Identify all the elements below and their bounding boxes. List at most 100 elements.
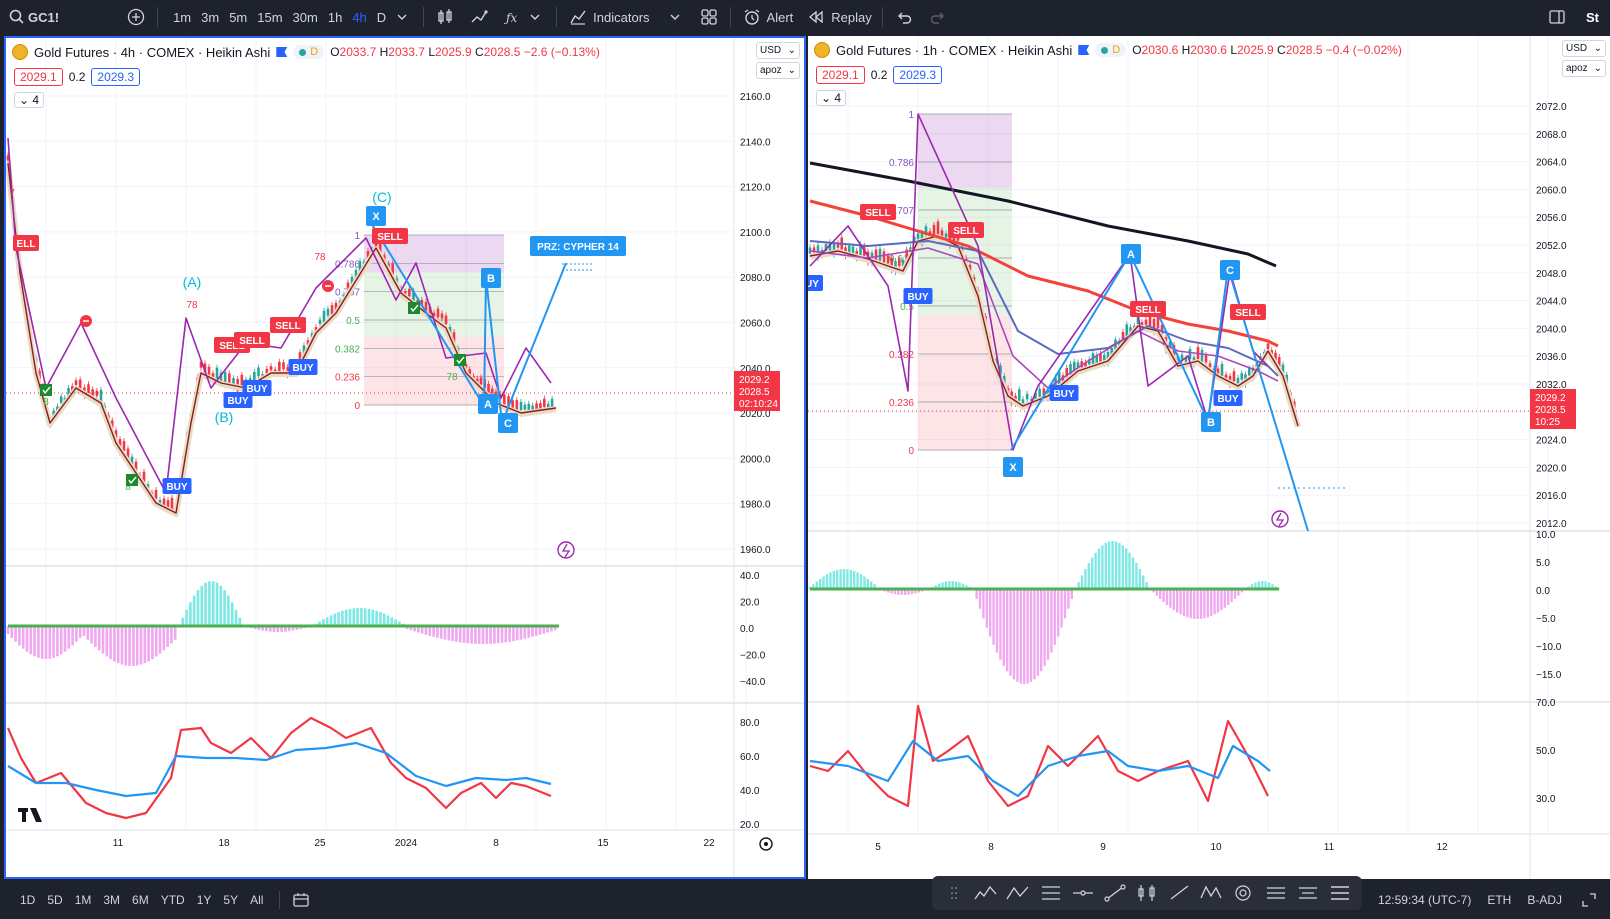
fib-zone-low bbox=[918, 315, 1012, 450]
sell-signal-bg bbox=[948, 222, 984, 238]
target-icon[interactable] bbox=[1231, 882, 1255, 904]
adjustment-label[interactable]: B-ADJ bbox=[1527, 892, 1562, 907]
tf-1h[interactable]: 1h bbox=[327, 9, 343, 25]
drag-handle-icon[interactable] bbox=[942, 882, 966, 904]
symbol-label: GC1! bbox=[28, 9, 60, 25]
indicators-collapse[interactable]: ⌄ 4 bbox=[14, 92, 45, 108]
layout-button[interactable] bbox=[692, 0, 726, 34]
oscillator-tick: 0.0 bbox=[740, 624, 754, 635]
candle-body bbox=[436, 308, 440, 318]
scale-label: apoz bbox=[760, 65, 782, 76]
oscillator-tick: 20.0 bbox=[740, 598, 760, 609]
flag-icon[interactable] bbox=[276, 47, 288, 57]
currency-select[interactable]: USD ⌄ bbox=[1562, 40, 1606, 57]
date-range-icon[interactable] bbox=[290, 889, 312, 911]
replay-button[interactable]: Replay bbox=[799, 0, 877, 34]
range-1Y[interactable]: 1Y bbox=[196, 892, 212, 907]
bid-price[interactable]: 2029.1 bbox=[816, 66, 865, 84]
bid-price[interactable]: 2029.1 bbox=[14, 68, 63, 86]
ask-price[interactable]: 2029.3 bbox=[893, 66, 943, 84]
open-label: O bbox=[330, 45, 340, 59]
currency-select[interactable]: USD ⌄ bbox=[756, 42, 800, 59]
candle-body bbox=[1084, 362, 1087, 368]
tf-3m[interactable]: 3m bbox=[201, 9, 220, 25]
candle-body bbox=[1168, 341, 1172, 349]
candles-tool-icon[interactable] bbox=[1135, 882, 1159, 904]
chart-title[interactable]: Gold Futures · 4h · COMEX · Heikin Ashi bbox=[34, 44, 271, 60]
tf-5m[interactable]: 5m bbox=[229, 9, 248, 25]
chart-title[interactable]: Gold Futures · 1h · COMEX · Heikin Ashi bbox=[836, 42, 1073, 58]
chart-canvas-right[interactable]: 2072.0 2068.0 2064.0 2060.0 2056.0 2052.0 2048… bbox=[808, 36, 1610, 879]
range-5Y[interactable]: 5Y bbox=[223, 892, 239, 907]
redo-button[interactable] bbox=[921, 0, 955, 34]
tf-4h[interactable]: 4h bbox=[352, 9, 367, 25]
candle-body bbox=[1216, 368, 1220, 376]
toggle-sidebar-button[interactable] bbox=[1540, 0, 1574, 34]
fib-retracement-icon[interactable] bbox=[1038, 882, 1062, 904]
scale-select[interactable]: apoz ⌄ bbox=[1562, 60, 1606, 77]
wave-polyline bbox=[809, 113, 1269, 451]
chart-panel-right[interactable]: Gold Futures · 1h · COMEX · Heikin Ashi … bbox=[808, 36, 1610, 879]
elliott-wave-icon[interactable] bbox=[974, 882, 998, 904]
chart-canvas-left[interactable]: 2160.0 2140.0 2120.0 2100.0 2080.0 2060.0 2040… bbox=[6, 38, 804, 877]
range-3M[interactable]: 3M bbox=[103, 892, 121, 907]
publish-button[interactable]: St bbox=[1574, 0, 1610, 34]
axis-controls: USD ⌄ apoz ⌄ bbox=[756, 42, 800, 82]
session-label[interactable]: ETH bbox=[1487, 892, 1512, 907]
scale-select[interactable]: apoz ⌄ bbox=[756, 62, 800, 79]
fx-button[interactable]: ƒx bbox=[496, 0, 552, 34]
ask-price[interactable]: 2029.3 bbox=[91, 68, 141, 86]
price-tick: 2064.0 bbox=[1536, 158, 1567, 169]
badge-label: D bbox=[310, 46, 319, 58]
candle-body bbox=[346, 282, 350, 288]
chart-panel-left[interactable]: Gold Futures · 4h · COMEX · Heikin Ashi … bbox=[4, 36, 806, 879]
range-6M[interactable]: 6M bbox=[132, 892, 149, 907]
compare-symbols-button[interactable] bbox=[462, 0, 496, 34]
clock-label[interactable]: 12:59:34 (UTC-7) bbox=[1377, 892, 1472, 907]
range-1M[interactable]: 1M bbox=[74, 892, 92, 907]
high-value: 2033.7 bbox=[388, 45, 425, 59]
compare-button[interactable] bbox=[119, 0, 153, 34]
buy-signal-bg bbox=[242, 380, 272, 396]
buy-signal-bg bbox=[288, 359, 318, 375]
bottom-toolbar: 1D 5D 1M 3M 6M YTD 1Y 5Y All bbox=[0, 880, 1610, 919]
undo-button[interactable] bbox=[887, 0, 921, 34]
symbol-search[interactable]: GC1! bbox=[0, 0, 65, 34]
alert-label: Alert bbox=[766, 9, 794, 25]
filter-lines-icon[interactable] bbox=[1296, 882, 1320, 904]
flag-icon[interactable] bbox=[1078, 45, 1090, 55]
candle-body bbox=[330, 305, 334, 317]
range-YTD[interactable]: YTD bbox=[160, 892, 185, 907]
settings-sliders-icon[interactable] bbox=[1264, 882, 1288, 904]
alert-button[interactable]: Alert bbox=[735, 0, 800, 34]
range-All[interactable]: All bbox=[250, 892, 264, 907]
market-status-pill[interactable]: D bbox=[293, 45, 325, 59]
chevron-down-icon[interactable] bbox=[664, 6, 686, 28]
ray-icon[interactable] bbox=[1167, 882, 1191, 904]
tf-1m[interactable]: 1m bbox=[173, 9, 192, 25]
chevron-down-icon[interactable] bbox=[524, 6, 546, 28]
trend-line-icon[interactable] bbox=[1103, 882, 1127, 904]
tf-30m[interactable]: 30m bbox=[292, 9, 318, 25]
horizontal-line-icon[interactable] bbox=[1071, 882, 1095, 904]
candle-body bbox=[936, 221, 940, 235]
indicators-collapse[interactable]: ⌄ 4 bbox=[816, 90, 847, 106]
indicators-button[interactable]: Indicators bbox=[561, 0, 691, 34]
tf-15m[interactable]: 15m bbox=[257, 9, 283, 25]
chevron-down-icon[interactable] bbox=[391, 6, 413, 28]
fib-level-label: 0.236 bbox=[335, 373, 360, 384]
xabcd-pattern-icon[interactable] bbox=[1199, 882, 1223, 904]
expand-icon[interactable] bbox=[1578, 889, 1600, 911]
range-5D[interactable]: 5D bbox=[47, 892, 63, 907]
abc-pattern-icon[interactable] bbox=[1006, 882, 1030, 904]
candle-body bbox=[999, 365, 1002, 379]
tf-D[interactable]: D bbox=[376, 9, 387, 25]
candle-body bbox=[378, 241, 382, 254]
range-1D[interactable]: 1D bbox=[20, 892, 36, 907]
chart-type-button[interactable] bbox=[428, 0, 462, 34]
candle-body bbox=[535, 403, 538, 412]
price-tick: 2056.0 bbox=[1536, 213, 1567, 224]
menu-lines-icon[interactable] bbox=[1328, 882, 1352, 904]
indicators-icon bbox=[567, 6, 589, 28]
market-status-pill[interactable]: D bbox=[1095, 43, 1127, 57]
